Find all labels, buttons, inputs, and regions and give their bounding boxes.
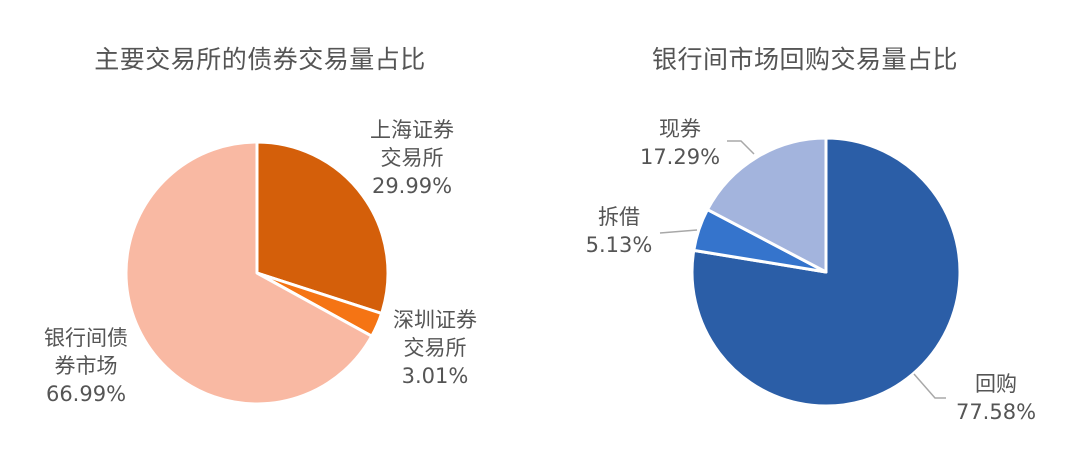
- label-line: 拆借: [598, 205, 640, 229]
- label-interbank-bond-market: 银行间债 券市场 66.99%: [44, 324, 128, 408]
- left-pie-chart: [124, 140, 390, 406]
- label-line: 交易所: [380, 146, 444, 170]
- right-pie-chart: [690, 136, 962, 408]
- label-shenzhen-exchange: 深圳证券 交易所 3.01%: [393, 306, 477, 390]
- label-value: 77.58%: [955, 400, 1037, 424]
- label-line: 深圳证券: [393, 308, 477, 332]
- label-shanghai-exchange: 上海证券 交易所 29.99%: [370, 116, 454, 200]
- right-chart-title: 银行间市场回购交易量占比: [651, 45, 958, 74]
- label-line: 现券: [658, 117, 701, 141]
- label-repo: 回购 77.58%: [956, 370, 1036, 426]
- leader-lines: [659, 140, 946, 399]
- leader-line-xianquan: [727, 140, 755, 155]
- leader-line-chaijie: [659, 229, 698, 234]
- leader-line-huigou: [913, 373, 946, 399]
- left-chart-title: 主要交易所的债券交易量占比: [94, 45, 426, 74]
- label-cash-bonds: 现券 17.29%: [640, 115, 720, 171]
- label-value: 29.99%: [371, 174, 453, 198]
- label-line: 回购: [974, 372, 1017, 396]
- pie-slice: [124, 140, 374, 406]
- pie-slice: [705, 136, 828, 274]
- label-value: 66.99%: [45, 382, 127, 406]
- label-line: 券市场: [54, 354, 118, 378]
- pie-slice: [255, 140, 390, 315]
- label-value: 5.13%: [585, 233, 653, 257]
- label-line: 上海证券: [370, 118, 454, 142]
- label-interbank-lending: 拆借 5.13%: [586, 203, 653, 259]
- label-value: 3.01%: [401, 364, 469, 388]
- label-line: 交易所: [403, 336, 467, 360]
- label-line: 银行间债: [44, 326, 128, 350]
- label-value: 17.29%: [639, 145, 721, 169]
